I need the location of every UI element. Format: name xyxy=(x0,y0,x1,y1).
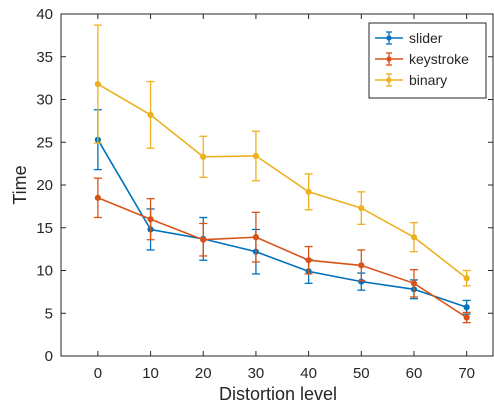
y-tick-label: 20 xyxy=(36,177,53,194)
y-tick-label: 30 xyxy=(36,92,53,109)
data-point xyxy=(410,280,418,287)
series-binary xyxy=(93,24,471,287)
y-tick-label: 35 xyxy=(36,49,53,66)
legend-label: binary xyxy=(409,72,447,88)
data-point xyxy=(200,153,207,160)
data-point xyxy=(147,111,154,118)
y-tick-label: 25 xyxy=(36,134,53,151)
data-point xyxy=(305,188,312,195)
data-point xyxy=(463,314,470,321)
x-axis-label: Distortion level xyxy=(219,384,337,404)
legend-marker xyxy=(386,35,392,41)
series-line-slider xyxy=(97,139,467,309)
x-tick-label: 0 xyxy=(94,365,102,382)
x-tick-label: 40 xyxy=(300,365,317,382)
data-point xyxy=(252,234,260,241)
x-tick-label: 60 xyxy=(406,365,423,382)
legend-label: slider xyxy=(409,30,443,46)
plot-series xyxy=(93,24,471,324)
legend-entry-binary: binary xyxy=(375,72,447,88)
data-point xyxy=(358,204,365,212)
data-point xyxy=(94,194,101,201)
legend-marker xyxy=(386,56,392,62)
data-point xyxy=(410,234,418,241)
data-point xyxy=(463,304,470,311)
y-tick-label: 10 xyxy=(36,263,53,280)
data-point xyxy=(358,262,365,269)
data-point xyxy=(147,216,154,223)
legend: slider keystroke binary xyxy=(368,22,487,99)
y-tick-label: 0 xyxy=(45,348,53,365)
x-tick-label: 20 xyxy=(195,365,212,382)
series-line-binary xyxy=(97,83,468,279)
data-point xyxy=(305,257,312,264)
legend-entry-keystroke: keystroke xyxy=(375,51,469,67)
x-tick-label: 50 xyxy=(353,365,370,382)
y-tick-label: 15 xyxy=(36,220,53,237)
axes: 0 5 10 15 20 25 30 35 40 0 10 20 30 40 50 60 70 xyxy=(36,6,494,382)
series-line-keystroke xyxy=(97,197,468,319)
data-point xyxy=(200,236,207,243)
data-point xyxy=(463,275,470,282)
data-point xyxy=(94,81,101,88)
legend-entry-slider: slider xyxy=(375,30,443,46)
legend-label: keystroke xyxy=(409,51,469,67)
x-tick-label: 70 xyxy=(458,365,475,382)
legend-marker xyxy=(386,77,392,83)
series-keystroke xyxy=(93,177,471,324)
x-tick-label: 10 xyxy=(142,365,159,382)
y-tick-label: 40 xyxy=(36,6,53,23)
y-axis-label: Time xyxy=(10,165,30,204)
x-tick-label: 30 xyxy=(248,365,265,382)
data-point xyxy=(252,152,260,160)
y-tick-label: 5 xyxy=(45,305,53,322)
